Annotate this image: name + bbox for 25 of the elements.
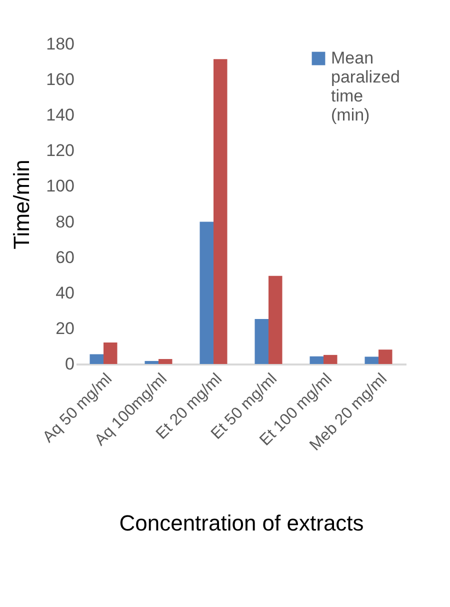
y-tick-label: 40 [56, 283, 74, 302]
bar [144, 360, 158, 364]
bar [90, 354, 104, 364]
y-tick-label: 80 [56, 212, 74, 232]
bar [214, 59, 228, 364]
bar [158, 359, 172, 364]
y-tick-label: 140 [46, 106, 74, 125]
y-tick-label: 180 [46, 34, 74, 54]
y-tick-label: 100 [46, 176, 74, 196]
legend-label: Mean paralized time (min) [331, 48, 400, 124]
bar [364, 356, 378, 364]
bar [324, 354, 338, 364]
x-axis-title: Concentration of extracts [119, 510, 364, 536]
bar [268, 276, 282, 364]
y-axis-title: Time/min [9, 160, 34, 250]
y-tick-label: 0 [65, 354, 74, 374]
y-tick-label: 20 [56, 318, 74, 338]
y-tick-label: 120 [46, 141, 74, 160]
bar [254, 319, 268, 364]
bar [378, 350, 392, 364]
bar [200, 222, 214, 364]
bar [104, 342, 118, 364]
bar [310, 356, 324, 364]
y-tick-label: 60 [56, 248, 74, 267]
y-tick-label: 160 [46, 70, 74, 90]
